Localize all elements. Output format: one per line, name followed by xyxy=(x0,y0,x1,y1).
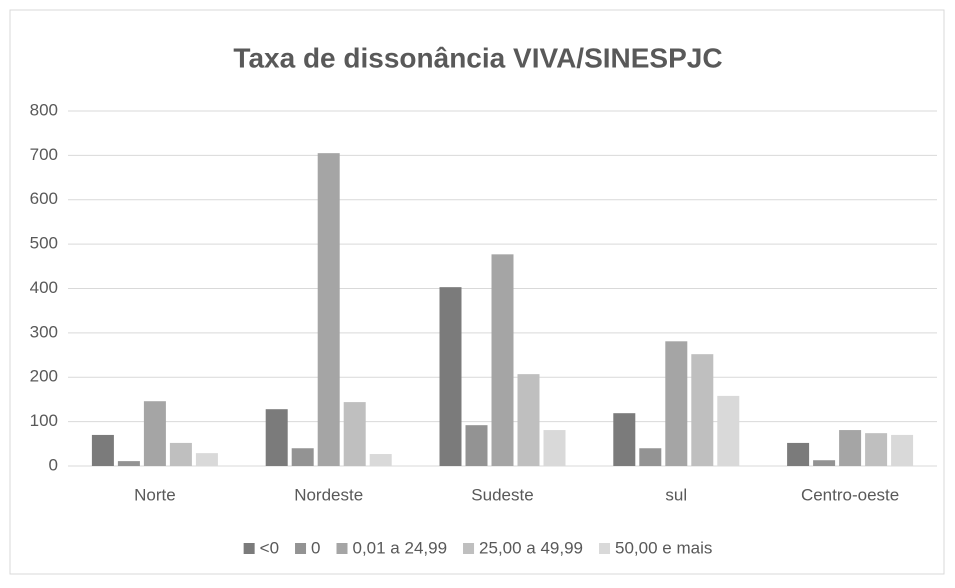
y-tick-label: 500 xyxy=(30,234,58,253)
x-tick-label: Norte xyxy=(134,485,176,504)
bar xyxy=(91,434,114,466)
x-tick-label: sul xyxy=(665,485,687,504)
chart-title: Taxa de dissonância VIVA/SINESPJC xyxy=(233,42,722,73)
y-tick-label: 400 xyxy=(30,278,58,297)
chart-border xyxy=(9,9,945,575)
bar xyxy=(543,430,566,466)
bar xyxy=(465,425,488,466)
bar xyxy=(369,454,392,466)
bar xyxy=(143,401,166,466)
bar xyxy=(117,461,140,466)
legend-marker xyxy=(463,543,475,554)
legend-marker xyxy=(243,543,255,554)
bar xyxy=(169,442,192,466)
bar xyxy=(491,254,514,466)
legend-label: <0 xyxy=(260,538,279,557)
bar xyxy=(639,448,662,466)
bar xyxy=(691,354,714,466)
bar xyxy=(865,433,888,466)
bar xyxy=(813,460,836,466)
x-tick-label: Sudeste xyxy=(471,485,533,504)
y-tick-label: 200 xyxy=(30,367,58,386)
bar xyxy=(839,430,862,466)
y-tick-label: 700 xyxy=(30,145,58,164)
y-tick-label: 300 xyxy=(30,322,58,341)
bar xyxy=(613,413,636,466)
bar xyxy=(439,287,462,466)
legend-marker xyxy=(295,543,307,554)
legend-marker xyxy=(599,543,611,554)
y-tick-label: 0 xyxy=(49,455,58,474)
bar xyxy=(195,453,218,466)
legend-label: 25,00 a 49,99 xyxy=(479,538,583,557)
bar xyxy=(891,434,914,466)
y-tick-label: 100 xyxy=(30,411,58,430)
bar xyxy=(343,402,366,466)
legend-label: 0 xyxy=(311,538,320,557)
x-tick-label: Nordeste xyxy=(294,485,363,504)
bar xyxy=(265,409,288,466)
bar xyxy=(717,395,740,466)
y-tick-label: 800 xyxy=(30,100,58,119)
legend-marker xyxy=(336,543,348,554)
y-tick-label: 600 xyxy=(30,189,58,208)
bar xyxy=(291,448,314,466)
legend-label: 0,01 a 24,99 xyxy=(353,538,448,557)
bar xyxy=(517,374,540,466)
bar xyxy=(787,442,810,466)
bar xyxy=(317,153,340,466)
legend-label: 50,00 e mais xyxy=(615,538,712,557)
bar xyxy=(665,341,688,466)
x-tick-label: Centro-oeste xyxy=(801,485,899,504)
